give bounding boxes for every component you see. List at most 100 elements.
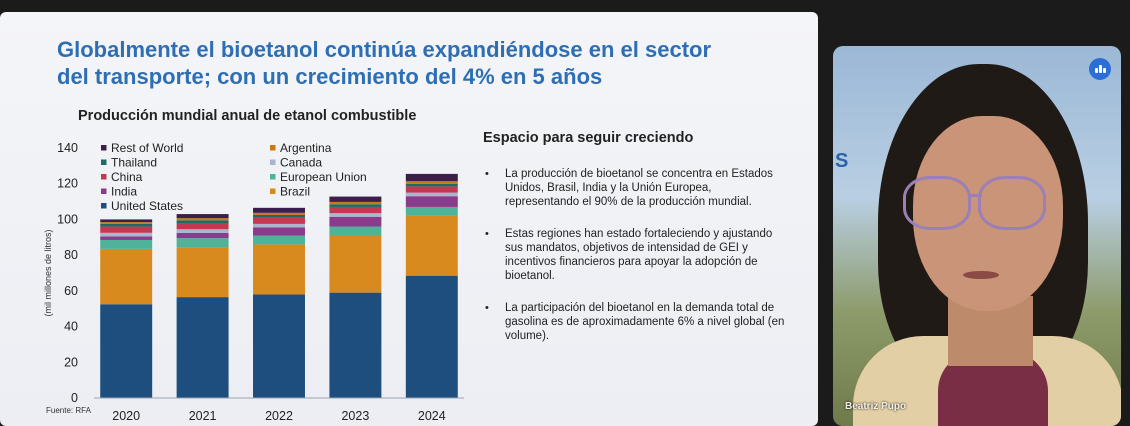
bar-segment-argentina: [253, 212, 305, 215]
bullet-text: Estas regiones han estado fortaleciendo …: [505, 228, 773, 282]
bar-segment-brazil: [176, 247, 229, 298]
bullet-item: • Estas regiones han estado fortaleciendo…: [485, 227, 785, 283]
x-tick-label: 2022: [265, 409, 293, 423]
y-tick-label: 140: [57, 141, 78, 155]
legend-label: Rest of World: [111, 141, 183, 155]
bar-segment-united-states: [176, 297, 229, 398]
legend-swatch: [270, 174, 276, 180]
bar-segment-european-union: [253, 235, 305, 245]
bar-segment-thailand: [176, 220, 229, 223]
bullet-dot: •: [485, 302, 489, 314]
bar-segment-united-states: [100, 304, 153, 398]
bar-segment-rest-of-world: [329, 196, 382, 202]
bar-segment-china: [253, 217, 305, 224]
x-tick-label: 2020: [112, 409, 140, 423]
legend-label: Thailand: [111, 156, 157, 170]
legend-label: Argentina: [280, 141, 332, 155]
bullet-text: La producción de bioetanol se concentra …: [505, 168, 773, 208]
bullet-list: • La producción de bioetanol se concentra…: [485, 167, 785, 361]
legend-swatch: [101, 159, 107, 165]
glasses-right-lens: [978, 176, 1046, 230]
bar-segment-united-states: [329, 292, 382, 398]
participant-name: Beatriz Pupo: [845, 401, 907, 412]
stacked-bar-chart: 0 20 40 60 80 100 120 140 (mil millones de litro…: [43, 141, 464, 423]
y-axis-label: (mil millones de litros): [43, 229, 53, 316]
bar-segment-thailand: [100, 223, 153, 227]
bullet-dot: •: [485, 168, 489, 180]
y-tick-label: 0: [71, 391, 78, 405]
chart-source: Fuente: RFA: [46, 406, 91, 415]
bar-segment-european-union: [176, 238, 229, 248]
y-tick-label: 40: [64, 320, 78, 334]
bar-segment-india: [405, 196, 458, 207]
slide-title-line-2: del transporte; con un crecimiento del 4…: [57, 64, 603, 89]
bar-segment-brazil: [329, 235, 382, 293]
x-tick-label: 2023: [341, 409, 369, 423]
x-tick-label: 2021: [189, 409, 217, 423]
y-tick-label: 100: [57, 212, 78, 226]
bar-segment-china: [329, 206, 382, 214]
bar-segment-china: [176, 223, 229, 230]
bar-segment-india: [176, 232, 229, 239]
legend-label: European Union: [280, 170, 367, 184]
participant-mouth: [963, 271, 999, 279]
bar-segment-rest-of-world: [405, 173, 458, 182]
glasses-left-lens: [903, 176, 971, 230]
legend-swatch: [101, 203, 107, 209]
bar-segment-rest-of-world: [253, 207, 305, 213]
bar-segment-china: [405, 186, 458, 193]
y-tick-label: 80: [64, 248, 78, 262]
bullet-dot: •: [485, 228, 489, 240]
bar-segment-european-union: [329, 226, 382, 236]
y-tick-label: 120: [57, 177, 78, 191]
legend-label: Brazil: [280, 185, 310, 199]
bar-segment-canada: [100, 232, 153, 237]
bar-segment-thailand: [253, 214, 305, 218]
bar-segment-india: [100, 236, 153, 240]
speaking-indicator-icon: [1089, 58, 1111, 80]
y-tick-label: 60: [64, 284, 78, 298]
participant-video-tile[interactable]: S Beatriz Pupo: [833, 46, 1121, 426]
bar-segment-rest-of-world: [176, 214, 229, 219]
legend-swatch: [270, 159, 276, 165]
legend-label: China: [111, 170, 143, 184]
bar-segment-united-states: [405, 275, 458, 398]
bar-segment-rest-of-world: [100, 219, 153, 223]
slide-title-line-1: Globalmente el bioetanol continúa expand…: [57, 37, 712, 62]
bar-segment-brazil: [100, 248, 153, 305]
bar-segment-united-states: [253, 294, 305, 398]
bar-segment-canada: [253, 223, 305, 228]
bar-segment-india: [329, 216, 382, 227]
bar-segment-india: [253, 227, 305, 236]
bar-segment-argentina: [100, 222, 153, 224]
legend-label: India: [111, 185, 137, 199]
bar-segment-thailand: [405, 183, 458, 187]
bullet-item: • La producción de bioetanol se concentra…: [485, 167, 785, 209]
bar-segment-argentina: [176, 218, 229, 221]
bar-segment-european-union: [405, 206, 458, 216]
bar-segment-argentina: [329, 201, 382, 205]
bullet-text: La participación del bioetanol en la dem…: [505, 302, 785, 342]
bar-segment-thailand: [329, 204, 382, 207]
y-tick-label: 20: [64, 355, 78, 369]
legend-swatch: [101, 145, 107, 151]
slide-title: Globalmente el bioetanol continúa expand…: [57, 36, 797, 90]
legend-swatch: [270, 145, 276, 151]
bar-segment-brazil: [253, 244, 305, 295]
legend-label: United States: [111, 199, 183, 213]
legend-swatch: [101, 174, 107, 180]
x-tick-label: 2024: [418, 409, 446, 423]
bar-segment-brazil: [405, 215, 458, 276]
presentation-slide: Globalmente el bioetanol continúa expand…: [0, 12, 818, 426]
bar-segment-canada: [176, 229, 229, 233]
bar-segment-argentina: [405, 181, 458, 184]
chart-title: Producción mundial anual de etanol combu…: [78, 108, 417, 124]
legend-swatch: [101, 188, 107, 194]
bar-segment-canada: [405, 192, 458, 197]
bar-segment-european-union: [100, 239, 153, 249]
bullet-item: • La participación del bioetanol en la de…: [485, 301, 785, 343]
legend-label: Canada: [280, 156, 322, 170]
side-panel-title: Espacio para seguir creciendo: [483, 130, 694, 146]
bar-segment-china: [100, 226, 153, 233]
legend-swatch: [270, 188, 276, 194]
